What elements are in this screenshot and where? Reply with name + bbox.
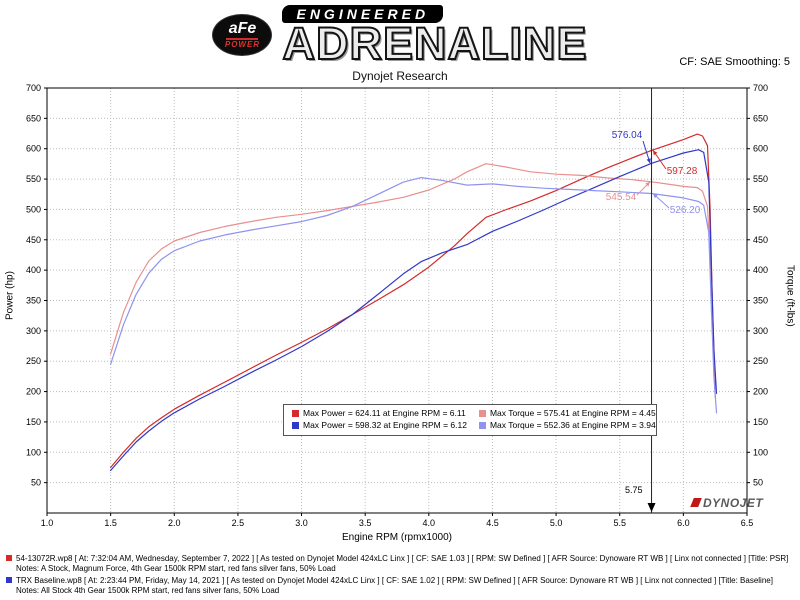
grid bbox=[47, 88, 747, 513]
run-bullet-red bbox=[6, 555, 12, 561]
run-info-line-stock: TRX Baseline.wp8 [ At: 2:23:44 PM, Frida… bbox=[6, 576, 794, 596]
legend-item-max-torque-stock: Max Torque = 552.36 at Engine RPM = 3.94 bbox=[478, 420, 656, 431]
dyno-chart[interactable]: 5.75 1.0 1.5 2.0 2.5 3.0 3.5 4.0 4.5 5.0 5.5 6.0 6.5… bbox=[0, 78, 800, 548]
cursor-value-annotations: 576.04 597.28 545.54 526.20 bbox=[606, 130, 701, 216]
y-tick-labels-right: 50 100 150 200 250 300 350 400 450 500 550 600 650 70… bbox=[753, 83, 768, 488]
svg-text:3.5: 3.5 bbox=[359, 518, 372, 528]
legend-swatch-blue-power bbox=[292, 422, 299, 429]
run-info-text: TRX Baseline.wp8 [ At: 2:23:44 PM, Frida… bbox=[16, 576, 773, 595]
svg-text:4.0: 4.0 bbox=[423, 518, 436, 528]
svg-text:100: 100 bbox=[753, 447, 768, 457]
svg-text:450: 450 bbox=[26, 235, 41, 245]
svg-text:1.5: 1.5 bbox=[104, 518, 117, 528]
run-info-text: 54-13072R.wp8 [ At: 7:32:04 AM, Wednesda… bbox=[16, 554, 789, 573]
svg-text:600: 600 bbox=[753, 144, 768, 154]
svg-text:545.54: 545.54 bbox=[606, 192, 637, 203]
svg-text:150: 150 bbox=[26, 417, 41, 427]
svg-text:50: 50 bbox=[753, 478, 763, 488]
svg-text:650: 650 bbox=[26, 113, 41, 123]
engineered-wordmark: ENGINEERED bbox=[282, 5, 444, 23]
afe-power-curve bbox=[109, 133, 716, 469]
svg-text:1.0: 1.0 bbox=[41, 518, 54, 528]
afe-power-logo: aFe POWER bbox=[212, 14, 273, 57]
svg-text:300: 300 bbox=[26, 326, 41, 336]
svg-text:550: 550 bbox=[26, 174, 41, 184]
svg-text:5.5: 5.5 bbox=[613, 518, 626, 528]
afe-logo-subtext: POWER bbox=[224, 40, 261, 50]
cursor-rpm-label: 5.75 bbox=[625, 485, 643, 495]
legend-swatch-red-power bbox=[292, 410, 299, 417]
legend-swatch-red-torque bbox=[478, 410, 486, 417]
svg-text:150: 150 bbox=[753, 417, 768, 427]
afe-logo-swoosh bbox=[226, 38, 259, 41]
svg-text:350: 350 bbox=[753, 296, 768, 306]
svg-text:700: 700 bbox=[753, 83, 768, 93]
x-axis-label: Engine RPM (rpmx1000) bbox=[342, 532, 452, 543]
legend-label: Max Torque = 552.36 at Engine RPM = 3.94 bbox=[489, 420, 656, 430]
adrenaline-wordmark-block: ENGINEERED ADRENALINE bbox=[281, 5, 588, 69]
stock-power-curve bbox=[109, 149, 718, 472]
svg-text:400: 400 bbox=[26, 265, 41, 275]
afe-torque-curve bbox=[109, 163, 716, 399]
legend-item-max-power-stock: Max Power = 598.32 at Engine RPM = 6.12 bbox=[292, 420, 467, 431]
cursor-line[interactable]: 5.75 bbox=[625, 88, 656, 513]
svg-text:650: 650 bbox=[753, 113, 768, 123]
y-axis-label-power: Power (hp) bbox=[4, 271, 16, 320]
stock-torque-curve bbox=[109, 176, 718, 414]
svg-text:50: 50 bbox=[31, 478, 41, 488]
svg-text:5.0: 5.0 bbox=[550, 518, 563, 528]
y-axis-label-torque: Torque (ft-lbs) bbox=[784, 264, 796, 327]
axis-ticks bbox=[44, 87, 750, 516]
header: aFe POWER ENGINEERED ADRENALINE Dynojet … bbox=[0, 0, 800, 83]
svg-text:250: 250 bbox=[753, 356, 768, 366]
svg-text:700: 700 bbox=[26, 83, 41, 93]
svg-text:400: 400 bbox=[753, 265, 768, 275]
svg-text:526.20: 526.20 bbox=[670, 205, 701, 216]
legend-item-max-power-afe: Max Power = 624.11 at Engine RPM = 6.11 bbox=[292, 408, 467, 419]
afe-logo-text: aFe bbox=[228, 20, 257, 38]
svg-text:200: 200 bbox=[26, 387, 41, 397]
svg-text:3.0: 3.0 bbox=[295, 518, 308, 528]
legend-label: Max Power = 598.32 at Engine RPM = 6.12 bbox=[303, 420, 467, 430]
run-bullet-blue bbox=[6, 577, 12, 583]
svg-text:500: 500 bbox=[26, 204, 41, 214]
legend-item-max-torque-afe: Max Torque = 575.41 at Engine RPM = 4.45 bbox=[478, 408, 656, 419]
svg-text:350: 350 bbox=[26, 296, 41, 306]
run-info-line-afe: 54-13072R.wp8 [ At: 7:32:04 AM, Wednesda… bbox=[6, 554, 794, 574]
svg-text:4.5: 4.5 bbox=[486, 518, 499, 528]
x-tick-labels: 1.0 1.5 2.0 2.5 3.0 3.5 4.0 4.5 5.0 5.5 6.0 6.5 bbox=[41, 518, 754, 528]
svg-text:550: 550 bbox=[753, 174, 768, 184]
svg-text:2.5: 2.5 bbox=[232, 518, 245, 528]
svg-text:576.04: 576.04 bbox=[612, 130, 643, 141]
chart-title: Dynojet Research bbox=[352, 68, 448, 83]
svg-text:450: 450 bbox=[753, 235, 768, 245]
brand-logo-row: aFe POWER ENGINEERED ADRENALINE bbox=[0, 0, 800, 69]
svg-text:6.5: 6.5 bbox=[741, 518, 754, 528]
svg-text:2.0: 2.0 bbox=[168, 518, 181, 528]
svg-text:300: 300 bbox=[753, 326, 768, 336]
legend-swatch-blue-torque bbox=[478, 422, 486, 429]
svg-text:100: 100 bbox=[26, 447, 41, 457]
svg-text:250: 250 bbox=[26, 356, 41, 366]
run-info-footer: 54-13072R.wp8 [ At: 7:32:04 AM, Wednesda… bbox=[6, 554, 794, 598]
svg-text:597.28: 597.28 bbox=[667, 166, 698, 177]
legend-label: Max Power = 624.11 at Engine RPM = 6.11 bbox=[303, 408, 466, 418]
svg-text:200: 200 bbox=[753, 387, 768, 397]
legend-label: Max Torque = 575.41 at Engine RPM = 4.45 bbox=[489, 408, 656, 418]
y-tick-labels-left: 50 100 150 200 250 300 350 400 450 500 550 600 650 70… bbox=[26, 83, 41, 488]
legend-box: Max Power = 624.11 at Engine RPM = 6.11 … bbox=[283, 404, 657, 436]
dynojet-logo: DYNOJET bbox=[692, 496, 763, 510]
svg-text:6.0: 6.0 bbox=[677, 518, 690, 528]
adrenaline-wordmark: ADRENALINE bbox=[281, 18, 588, 69]
svg-text:500: 500 bbox=[753, 204, 768, 214]
smoothing-info: CF: SAE Smoothing: 5 bbox=[679, 56, 790, 68]
svg-text:600: 600 bbox=[26, 144, 41, 154]
